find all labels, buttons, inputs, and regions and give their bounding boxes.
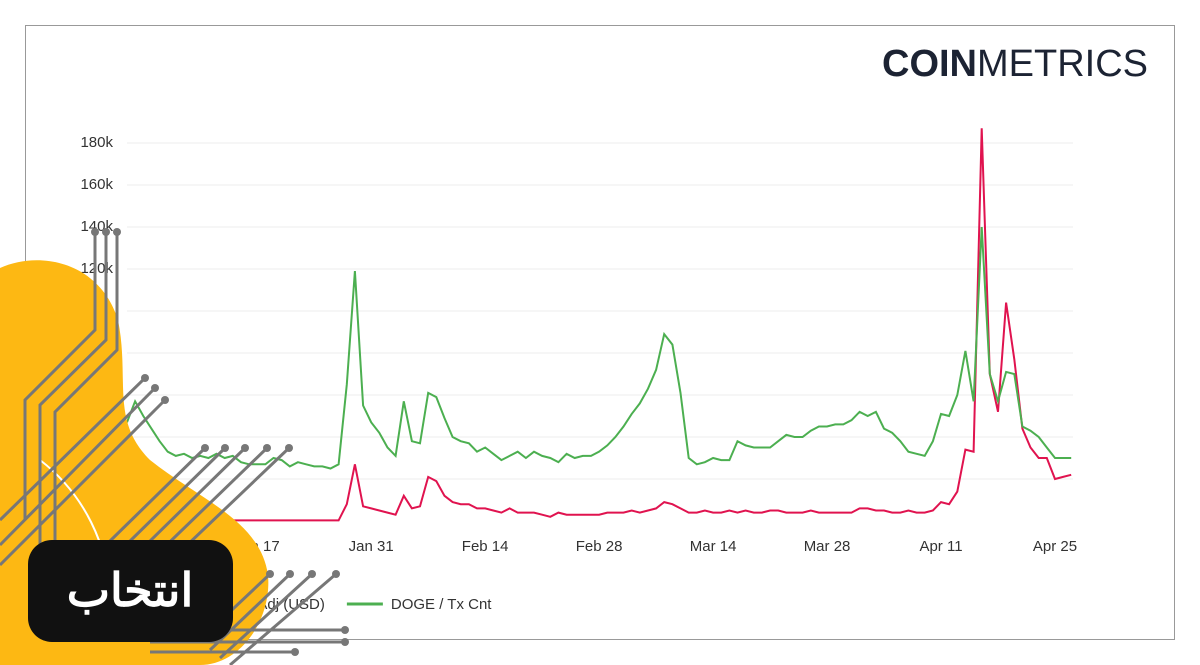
y-tick-label: 80k (89, 344, 114, 361)
x-tick-label: Jan 17 (235, 538, 280, 555)
y-tick-label: 40k (89, 428, 114, 445)
y-tick-label: 180k (80, 134, 113, 151)
x-tick-label: Mar 14 (690, 538, 737, 555)
y-tick-label: 160k (80, 176, 113, 193)
legend-label: DOGE / Tx Cnt (391, 596, 492, 613)
x-tick-label: Apr 11 (919, 538, 962, 555)
y-tick-label: 20k (89, 470, 114, 487)
y-tick-label: 120k (80, 260, 113, 277)
legend-label: DOGE / Tx Tfr Val Adj (USD) (134, 596, 325, 613)
brand-logo: COINMETRICS (882, 43, 1148, 85)
x-tick-label: Jan 31 (349, 538, 394, 555)
brand-light: METRICS (977, 43, 1148, 85)
y-tick-label: 100k (80, 302, 113, 319)
y-tick-label: 60k (89, 386, 114, 403)
x-tick-label: Apr 25 (1033, 538, 1077, 555)
x-tick-label: Feb 14 (462, 538, 509, 555)
brand-bold: COIN (882, 43, 977, 85)
y-tick-label: 140k (80, 218, 113, 235)
x-tick-label: Mar 28 (804, 538, 851, 555)
x-tick-label: Feb 28 (576, 538, 623, 555)
